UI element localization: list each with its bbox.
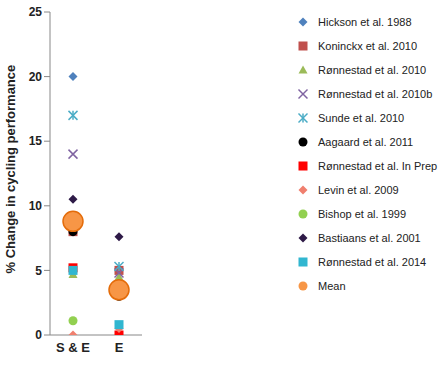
html-text:Rønnestad et al. In Prep: Rønnestad et al. In Prep — [318, 160, 438, 172]
svg-text:S & E: S & E — [56, 340, 90, 355]
html-text:Bastiaans et al. 2001: Bastiaans et al. 2001 — [318, 232, 421, 244]
html-text:Rønnestad et al. 2010b: Rønnestad et al. 2010b — [318, 88, 433, 100]
html-text:Koninckx et al. 2010: Koninckx et al. 2010 — [318, 40, 418, 52]
svg-text:20: 20 — [29, 70, 43, 84]
html-text:Bishop et al. 1999: Bishop et al. 1999 — [318, 208, 407, 220]
svg-text:5: 5 — [35, 264, 42, 278]
svg-text:% Change in cycling performanc: % Change in cycling performance — [8, 65, 18, 274]
html-text:Aagaard et al. 2011: Aagaard et al. 2011 — [318, 136, 414, 148]
html-text:Rønnestad et al. 2014: Rønnestad et al. 2014 — [318, 256, 427, 268]
html-text:Mean: Mean — [318, 280, 346, 292]
html-text:Rønnestad et al. 2010: Rønnestad et al. 2010 — [318, 64, 427, 76]
svg-text:15: 15 — [29, 134, 43, 148]
svg-text:10: 10 — [29, 199, 43, 213]
html-text:Levin et al. 2009: Levin et al. 2009 — [318, 184, 399, 196]
html-text:Hickson et al. 1988: Hickson et al. 1988 — [318, 16, 412, 28]
html-text:Sunde et al. 2010: Sunde et al. 2010 — [318, 112, 405, 124]
svg-text:25: 25 — [29, 5, 43, 19]
svg-text:E: E — [115, 340, 124, 355]
svg-text:0: 0 — [35, 328, 42, 342]
